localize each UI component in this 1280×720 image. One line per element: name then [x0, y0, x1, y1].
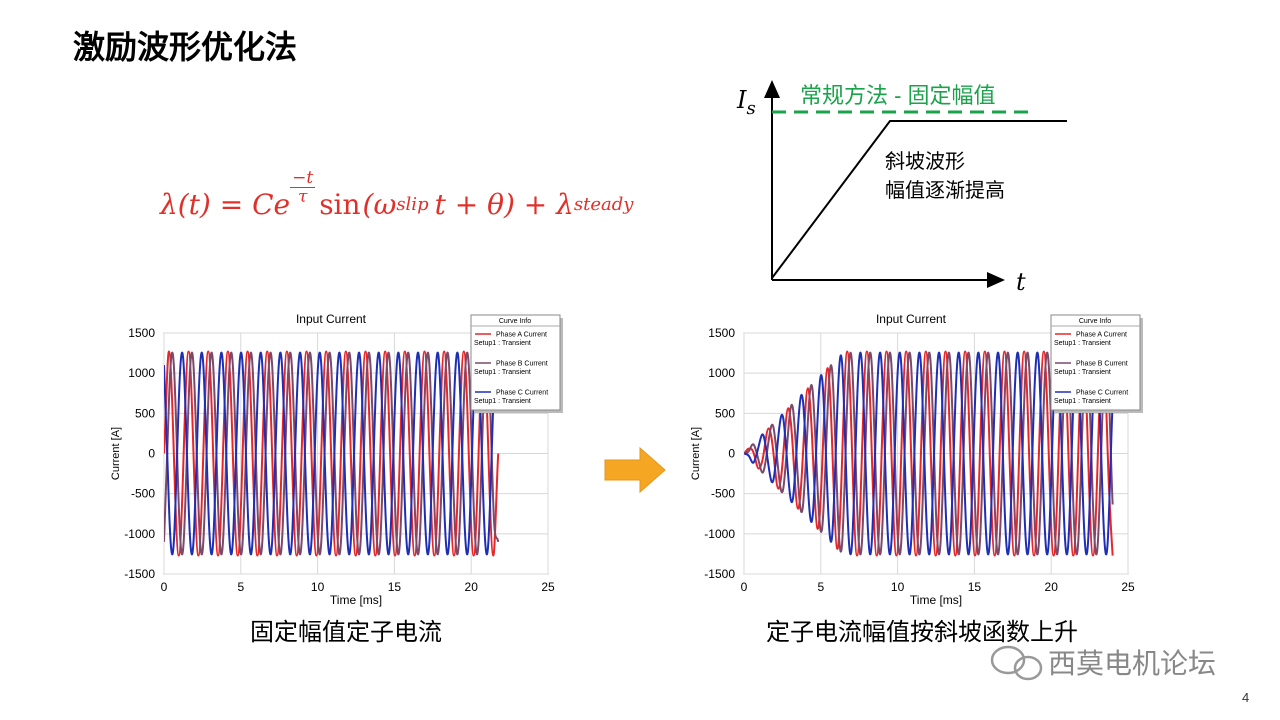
formula-part: λ(t) = Ce — [160, 188, 291, 221]
y-tick-label: 1000 — [128, 366, 155, 380]
ramp-label: 幅值逐渐提高 — [885, 179, 1005, 202]
y-axis-label: Current [A] — [690, 427, 702, 480]
y-tick-label: 500 — [135, 406, 155, 420]
ramp-curve — [771, 120, 1067, 279]
legend-title: Curve Info — [1079, 318, 1111, 325]
y-tick-label: 500 — [715, 406, 735, 420]
y-tick-label: 0 — [728, 447, 735, 461]
x-tick-label: 5 — [817, 580, 824, 594]
legend-label: Phase B Current — [1076, 361, 1128, 368]
y-tick-label: 0 — [148, 447, 155, 461]
formula-part: t + θ) + λ — [434, 188, 574, 221]
chart-title: Input Current — [876, 312, 947, 326]
chart: -1500 -1000 -500 0 500 1000 1500 0 5 10 15 20 25 Inpu… — [690, 312, 1143, 607]
y-tick-label: -500 — [711, 487, 735, 501]
legend-sublabel: Setup1 : Transient — [1054, 369, 1111, 376]
formula-part: τ — [297, 187, 308, 207]
x-tick-label: 25 — [541, 580, 555, 594]
legend-label: Phase A Current — [496, 332, 547, 339]
x-tick-label: 20 — [465, 580, 479, 594]
label-part: s — [746, 98, 755, 119]
chart: -1500 -1000 -500 0 500 1000 1500 0 5 10 15 20 25 Inpu… — [110, 312, 563, 607]
formula-part: slip — [396, 194, 429, 215]
legend-label: Phase A Current — [1076, 332, 1127, 339]
chart-title: Input Current — [296, 312, 367, 326]
formula-exponent: −t τ — [290, 168, 316, 207]
legend-sublabel: Setup1 : Transient — [474, 340, 531, 347]
legend-title: Curve Info — [499, 318, 531, 325]
caption: 固定幅值定子电流 — [250, 618, 442, 646]
fixed-label: 常规方法 - 固定幅值 — [800, 83, 996, 108]
y-tick-label: -1500 — [704, 567, 735, 581]
x-axis-label: Time [ms] — [330, 593, 382, 607]
y-tick-label: -500 — [131, 487, 155, 501]
x-tick-label: 15 — [968, 580, 982, 594]
formula: λ(t) = Ce −t τ sin (ω slip t + θ) + λ stead… — [160, 169, 634, 221]
formula-part: steady — [573, 194, 634, 215]
x-axis-label: Time [ms] — [910, 593, 962, 607]
legend-label: Phase B Current — [496, 361, 548, 368]
x-tick-label: 15 — [388, 580, 402, 594]
y-tick-label: -1500 — [124, 567, 155, 581]
legend-sublabel: Setup1 : Transient — [1054, 340, 1111, 347]
arrow — [604, 446, 666, 494]
y-tick-label: 1000 — [708, 366, 735, 380]
y-tick-label: 1500 — [708, 326, 735, 340]
x-tick-label: 0 — [161, 580, 168, 594]
x-tick-label: 25 — [1121, 580, 1135, 594]
y-tick-label: -1000 — [124, 527, 155, 541]
ramp-label: 斜坡波形 — [885, 150, 965, 173]
x-tick-label: 10 — [311, 580, 325, 594]
diagram-x-label: t — [1016, 268, 1026, 296]
watermark-icon — [990, 645, 1043, 681]
label-part: I — [736, 86, 747, 114]
legend-sublabel: Setup1 : Transient — [474, 398, 531, 405]
formula-part: −t — [290, 168, 316, 188]
slide-title: 激励波形优化法 — [73, 28, 298, 66]
formula-part: (ω — [362, 188, 397, 221]
x-tick-label: 0 — [741, 580, 748, 594]
series-line — [744, 351, 1114, 556]
y-axis-label: Current [A] — [110, 427, 122, 480]
formula-part: sin — [319, 188, 361, 221]
caption: 定子电流幅值按斜坡函数上升 — [766, 618, 1078, 646]
watermark: 西莫电机论坛 — [1048, 648, 1216, 679]
series-line — [164, 351, 500, 556]
x-tick-label: 10 — [891, 580, 905, 594]
diagram-y-label: Is — [736, 86, 756, 119]
y-tick-label: 1500 — [128, 326, 155, 340]
legend-sublabel: Setup1 : Transient — [474, 369, 531, 376]
y-tick-label: -1000 — [704, 527, 735, 541]
legend-label: Phase C Current — [1076, 390, 1128, 397]
page-number: 4 — [1242, 690, 1249, 705]
x-tick-label: 20 — [1045, 580, 1059, 594]
legend-sublabel: Setup1 : Transient — [1054, 398, 1111, 405]
x-tick-label: 5 — [237, 580, 244, 594]
legend-label: Phase C Current — [496, 390, 548, 397]
